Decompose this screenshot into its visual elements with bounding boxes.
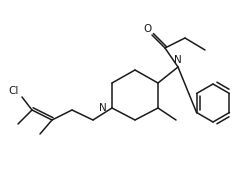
Text: Cl: Cl: [9, 86, 19, 96]
Text: N: N: [99, 103, 107, 113]
Text: O: O: [143, 24, 151, 34]
Text: N: N: [173, 55, 181, 65]
